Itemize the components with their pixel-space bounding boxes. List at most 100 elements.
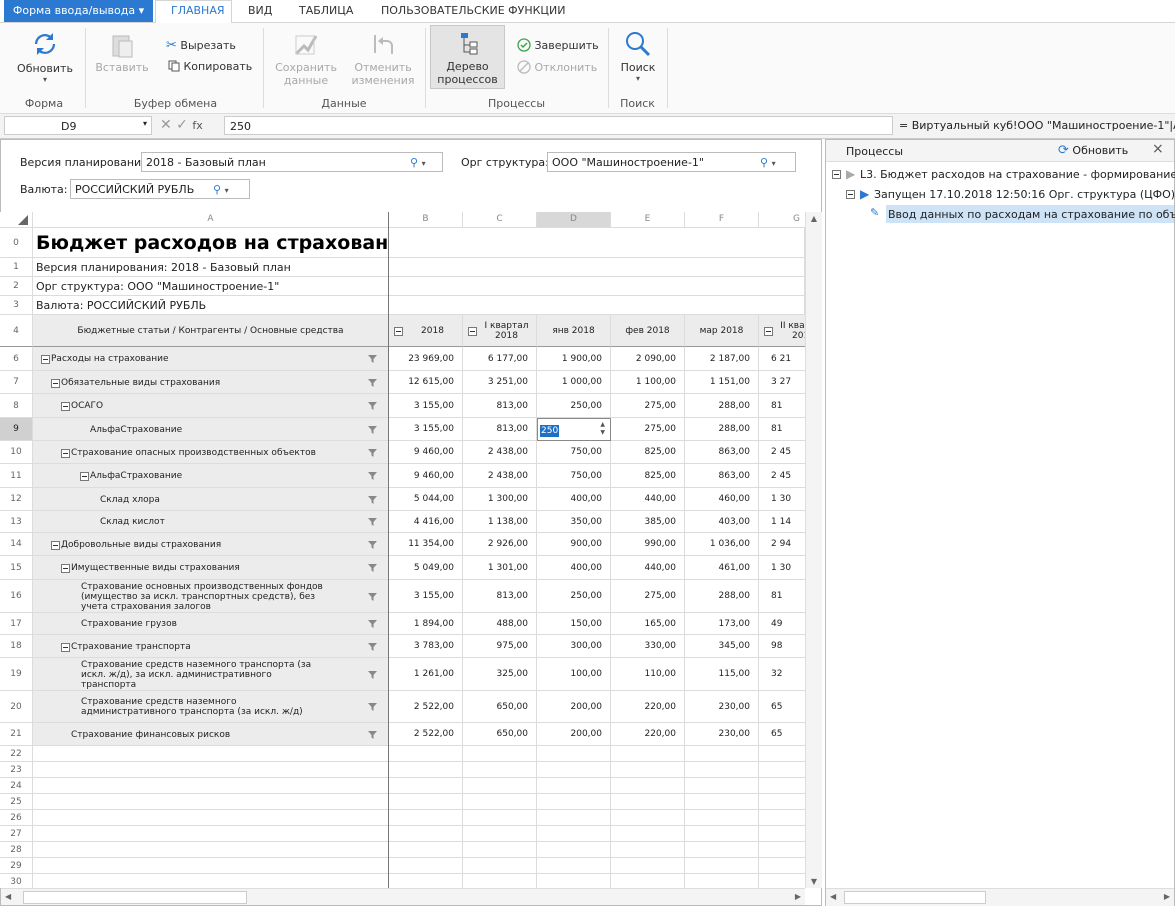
value-cell: 275,00 xyxy=(611,580,685,613)
cut-button[interactable]: ✂ Вырезать xyxy=(166,38,236,53)
filter-icon[interactable] xyxy=(368,355,377,366)
filter-icon[interactable] xyxy=(368,540,377,552)
paste-button[interactable]: Вставить xyxy=(92,32,152,74)
tab[interactable]: ГЛАВНАЯ xyxy=(171,4,225,17)
param-combo[interactable]: ООО "Машиностроение-1" ⚲ ▾ xyxy=(547,152,796,172)
column-header: A xyxy=(33,212,389,228)
filter-icon[interactable] xyxy=(368,564,377,575)
cell-value: 975,00 xyxy=(496,641,529,651)
cell-value: 250,00 xyxy=(570,591,603,601)
spinner[interactable]: ▲ ▼ xyxy=(600,421,605,436)
row-number: 26 xyxy=(0,810,33,826)
funnel xyxy=(368,378,377,387)
filter-icon[interactable] xyxy=(368,642,377,654)
tab[interactable]: ПОЛЬЗОВАТЕЛЬСКИЕ ФУНКЦИИ xyxy=(381,4,566,17)
cell-value: 49 xyxy=(771,619,783,629)
filter-icon[interactable] xyxy=(368,730,377,742)
name-box[interactable]: D9 ▾ xyxy=(4,116,152,135)
tree-item[interactable]: ✎ Ввод данных по расходам на страхование … xyxy=(870,205,1175,223)
param-combo[interactable]: 2018 - Базовый план ⚲ ▾ xyxy=(141,152,443,172)
collapse-toggle[interactable] xyxy=(61,402,70,411)
cell-value: 275,00 xyxy=(644,424,677,434)
filter-icon[interactable] xyxy=(368,592,377,604)
value-cell: 81 xyxy=(759,580,805,613)
filter-icon[interactable] xyxy=(368,425,377,437)
value-cell: 275,00 xyxy=(611,394,685,418)
value-cell: 250,00 xyxy=(537,394,611,418)
empty-cell xyxy=(537,842,611,858)
save-icon xyxy=(294,35,318,56)
finish-button[interactable]: Завершить xyxy=(517,38,599,52)
collapse-toggle[interactable] xyxy=(51,540,60,550)
filter-icon[interactable] xyxy=(368,472,377,483)
empty-cell xyxy=(759,858,805,874)
value-cell: 12 615,00 xyxy=(389,371,463,394)
filter-icon[interactable] xyxy=(368,402,377,413)
empty-cell xyxy=(537,746,611,762)
active-tab[interactable] xyxy=(155,0,232,23)
search-button[interactable]: Поиск ▾ xyxy=(614,30,662,83)
value-cell: 345,00 xyxy=(685,635,759,658)
empty-cell xyxy=(611,810,685,826)
empty-cell xyxy=(389,762,463,778)
collapse-toggle[interactable] xyxy=(468,327,477,336)
vertical-scrollbar[interactable]: ▲ ▼ xyxy=(805,212,822,888)
filter-icon[interactable] xyxy=(368,620,377,631)
filter-icon[interactable] xyxy=(368,448,377,460)
corner xyxy=(0,212,33,228)
formula-reference: = Виртуальный куб!ООО "Машиностроение-1"… xyxy=(899,119,1175,132)
filter-icon[interactable] xyxy=(368,378,377,390)
value-cell: 863,00 xyxy=(685,464,759,488)
param-combo[interactable]: РОССИЙСКИЙ РУБЛЬ ⚲ ▾ xyxy=(70,179,250,199)
collapse-toggle[interactable] xyxy=(51,378,60,388)
undo-button[interactable]: Отменить изменения xyxy=(348,32,418,87)
collapse-toggle[interactable] xyxy=(764,327,773,336)
filter-icon[interactable] xyxy=(368,703,377,714)
horizontal-scrollbar[interactable]: ◀ ▶ xyxy=(1,888,805,905)
tab[interactable]: ТАБЛИЦА xyxy=(299,4,354,17)
copy-button[interactable]: Копировать xyxy=(168,60,252,73)
collapse-toggle[interactable] xyxy=(394,327,403,336)
row-label: Страхование финансовых рисков xyxy=(71,729,231,740)
tree-item-label: Ввод данных по расходам на страхование п… xyxy=(888,208,1175,221)
tab[interactable]: ВИД xyxy=(248,4,273,17)
collapse-toggle[interactable] xyxy=(61,564,70,573)
cell-value: 400,00 xyxy=(570,563,603,573)
row-number: 7 xyxy=(0,371,33,394)
collapse-toggle[interactable] xyxy=(80,472,89,481)
header-label: II квартал 2018 xyxy=(780,320,805,341)
app-button[interactable]: Форма ввода/вывода ▾ xyxy=(4,0,153,22)
header-cell: мар 2018 xyxy=(685,315,759,347)
cell-value: 2 522,00 xyxy=(413,729,454,739)
reject-button[interactable]: Отклонить xyxy=(517,60,597,74)
formula-input[interactable]: 250 xyxy=(224,116,893,135)
value-cell: 1 900,00 xyxy=(537,347,611,371)
collapse-toggle[interactable] xyxy=(61,448,70,458)
row-label-cell: Расходы на страхование xyxy=(33,347,389,371)
collapse-toggle[interactable] xyxy=(61,642,70,652)
filter-icon[interactable] xyxy=(368,670,377,682)
cell-value: 350,00 xyxy=(570,517,603,527)
save-button[interactable]: Сохранить данные xyxy=(272,32,340,87)
filter-icon[interactable] xyxy=(368,518,377,529)
collapse-toggle[interactable] xyxy=(41,355,50,364)
paste-icon xyxy=(112,35,133,58)
process-tree-button[interactable]: Дерево процессов xyxy=(430,25,505,89)
button-label: Поиск xyxy=(620,61,656,74)
value-cell: 1 894,00 xyxy=(389,613,463,635)
value-cell: 813,00 xyxy=(463,394,537,418)
process-scrollbar[interactable]: ◀ ▶ xyxy=(826,888,1174,906)
empty-cell xyxy=(759,746,805,762)
refresh-button[interactable]: Обновить ▾ xyxy=(10,30,80,84)
row-number: 17 xyxy=(0,613,33,635)
cell-editor[interactable]: 250 xyxy=(540,424,560,437)
row-label-cell: Страхование основных производственных фо… xyxy=(33,580,389,613)
close-button[interactable]: × xyxy=(1152,141,1164,157)
formula-text: 250 xyxy=(230,120,251,133)
empty-cell xyxy=(611,858,685,874)
empty-cell xyxy=(463,874,537,888)
process-refresh-button[interactable]: ⟳ Обновить xyxy=(1058,143,1129,158)
filter-icon[interactable] xyxy=(368,495,377,507)
check-icon xyxy=(517,38,531,52)
cell-value: 1 14 xyxy=(771,517,792,527)
